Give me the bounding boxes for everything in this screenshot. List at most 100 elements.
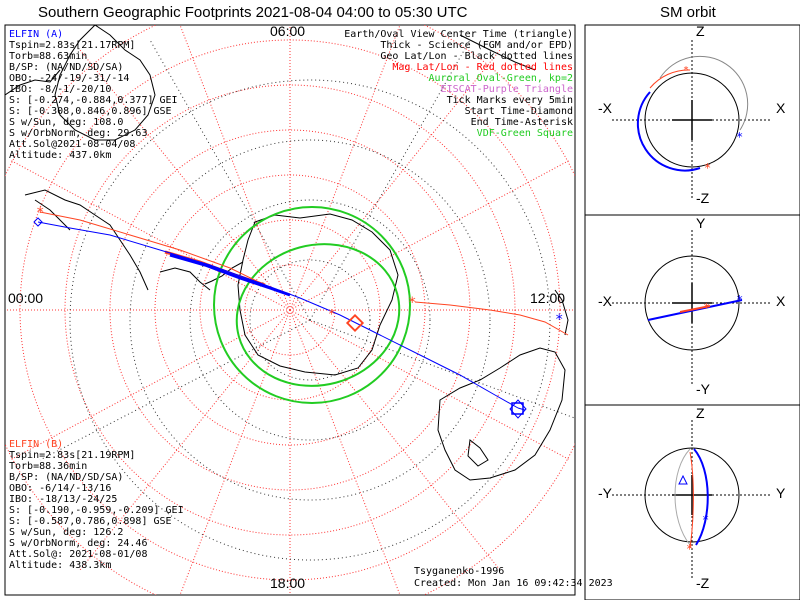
time-label-right: 12:00 (530, 290, 566, 306)
elfin-b-line-2: B/SP: (NA/ND/SD/SA) (9, 472, 124, 483)
sm-orbit-panels: * * * * * (584, 24, 800, 600)
coast-north-right (459, 34, 536, 71)
auroral-ovals (213, 206, 411, 404)
elfin-b-line-9: Att.Sol@: 2021-08-01/08 (9, 549, 148, 560)
legend-item-9: VDF-Green Square (476, 128, 573, 139)
panel1-right-label: X (776, 100, 786, 116)
elfin-b-name: ELFIN (B) (9, 439, 64, 450)
svg-text:*: * (703, 301, 710, 315)
panel3-left-label: -Y (598, 485, 612, 501)
antarctic-peninsula-outline (204, 261, 244, 285)
legend-item-8: End Time-Asterisk (470, 117, 573, 128)
time-label-bottom: 18:00 (270, 575, 306, 591)
new-zealand-outline (554, 289, 569, 336)
elfin-a-line-5: S: [-0.274,-0.884,0.377] GEI (9, 95, 178, 106)
track-markers: * * * * (33, 205, 563, 419)
legend: Earth/Oval View Center Time (triangle) Th… (344, 29, 573, 139)
elfin-a-line-8: S w/OrbNorm, deg: 29.63 (9, 128, 148, 139)
panel3-right-label: Y (776, 485, 786, 501)
elfin-b-line-10: Altitude: 438.3km (9, 560, 112, 571)
svg-text:*: * (736, 293, 743, 307)
auroral-oval-inner (235, 243, 401, 387)
legend-item-2: Geo Lat/Lon - Black dotted lines (380, 51, 573, 62)
svg-text:*: * (704, 161, 711, 175)
elfin-b-line-0: Tspin=2.83s[21.19RPM] (9, 450, 136, 461)
legend-item-0: Earth/Oval View Center Time (triangle) (344, 29, 573, 40)
elfin-a-line-7: S w/Sun, deg: 108.0 (9, 117, 124, 128)
panel3-top-label: Z (696, 405, 705, 421)
elfin-a-line-0: Tspin=2.83s[21.17RPM] (9, 40, 136, 51)
elfin-a-line-9: Att.Sol@2021-08-04/08 (9, 139, 136, 150)
elfin-b-start-diamond (345, 313, 365, 333)
elfin-b-line-5: S: [-0.190,-0.959,-0.209] GEI (9, 505, 184, 516)
legend-item-7: Start Time-Diamond (464, 106, 573, 117)
antarctica-outline (237, 213, 399, 376)
auroral-oval-outer (213, 206, 411, 404)
africa-outline (54, 25, 156, 141)
geo-grid (39, 39, 575, 561)
south-america-outline (24, 189, 149, 291)
panel3-bottom-label: -Z (696, 575, 710, 591)
continent-outlines (5, 25, 569, 481)
panel2-bottom-label: -Y (696, 381, 710, 397)
legend-item-6: Tick Marks every 5min (446, 95, 573, 106)
panel1-left-label: -X (598, 100, 612, 116)
orbit-panel-xy: * * (612, 230, 772, 385)
elfin-a-info: ELFIN (A) Tspin=2.83s[21.17RPM] Torb=88.6… (9, 29, 178, 161)
elfin-b-start-square (347, 315, 363, 331)
panel2-top-label: Y (696, 215, 706, 231)
time-label-left: 00:00 (8, 290, 44, 306)
elfin-b-line-7: S w/Sun, deg: 126.2 (9, 527, 124, 538)
panel1-bottom-label: -Z (696, 190, 710, 206)
elfin-a-details: Tspin=2.83s[21.17RPM] Torb=88.63min B/SP: … (9, 40, 178, 161)
elfin-b-end-asterisk: * (36, 205, 44, 221)
page-title: Southern Geographic Footprints 2021-08-0… (38, 4, 468, 21)
elfin-a-line-1: Torb=88.63min (9, 51, 88, 62)
view-center-asterisk: * (328, 307, 335, 321)
created-timestamp: Created: Mon Jan 16 09:42:34 2023 (414, 578, 613, 589)
svg-text:*: * (736, 130, 743, 144)
orbit-panel-xz: * * * (612, 40, 772, 200)
elfin-a-line-3: OBO: -24/-19/-31/-14 (9, 73, 130, 84)
elfin-a-end-asterisk (33, 217, 43, 227)
svg-text:*: * (686, 542, 693, 556)
elfin-a-line-4: IBO: -8/-1/-20/10 (9, 84, 112, 95)
legend-item-1: Thick - Science (FGM and/or EPD) (380, 40, 573, 51)
model-credit: Tsyganenko-1996 (414, 566, 505, 577)
legend-item-3: Mag Lat/Lon - Red dotted lines (392, 62, 573, 73)
elfin-b-line-8: S w/OrbNorm, deg: 24.46 (9, 538, 148, 549)
mag-grid (5, 25, 575, 595)
orbit-title: SM orbit (660, 4, 716, 21)
australia-outline (437, 347, 566, 481)
elfin-b-asterisk-mid: * (408, 295, 416, 311)
elfin-b-line-4: IBO: -18/13/-24/25 (9, 494, 118, 505)
elfin-a-start-diamond (509, 399, 527, 419)
svg-text:*: * (683, 65, 689, 76)
elfin-a-line-2: B/SP: (NA/ND/SD/SA) (9, 62, 124, 73)
elfin-a-name: ELFIN (A) (9, 29, 64, 40)
svg-text:*: * (702, 513, 709, 527)
elfin-a-start-square (511, 402, 524, 415)
legend-item-5: EISCAT-Purple Triangle (440, 84, 573, 95)
patagonia-outline (159, 267, 211, 291)
panel1-top-label: Z (696, 23, 705, 39)
orbit-panel-yz: * * (612, 420, 772, 580)
elfin-b-details: Tspin=2.83s[21.19RPM] Torb=88.36min B/SP: … (9, 450, 184, 571)
panel2-right-label: X (776, 293, 786, 309)
legend-item-4: Auroral Oval-Green, kp=2 (428, 73, 574, 84)
elfin-b-info: ELFIN (B) Tspin=2.83s[21.19RPM] Torb=88.3… (9, 439, 184, 571)
elfin-a-asterisk-right: * (555, 312, 563, 328)
tasmania-outline (467, 439, 489, 467)
elfin-b-line-1: Torb=88.36min (9, 461, 88, 472)
coast-north-left (5, 69, 61, 96)
elfin-b-line-6: S: [-0.587,0.786,0.898] GSE (9, 516, 172, 527)
elfin-a-line-6: S: [-0.308,0.846,0.896] GSE (9, 106, 172, 117)
panel2-left-label: -X (598, 293, 612, 309)
elfin-a-line-10: Altitude: 437.0km (9, 150, 112, 161)
elfin-a-track (37, 221, 526, 411)
orbit-panel-yz-frame (584, 404, 800, 600)
elfin-b-line-3: OBO: -6/14/-13/16 (9, 483, 112, 494)
time-label-top: 06:00 (270, 23, 306, 39)
